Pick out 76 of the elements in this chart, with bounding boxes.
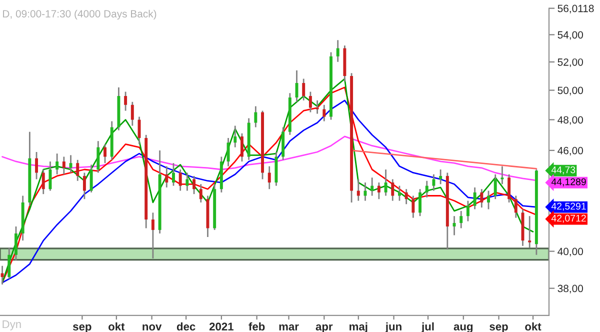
candlestick xyxy=(165,166,168,188)
text: Dyn xyxy=(2,320,21,330)
chart-title: D, 09:00-17:30 (4000 Days Back) xyxy=(3,10,156,20)
y-tick-label: 52,00 xyxy=(558,58,583,68)
candlestick xyxy=(172,162,175,186)
x-tick-label: okt xyxy=(525,322,542,331)
candlestick xyxy=(240,132,244,162)
candlestick xyxy=(308,90,312,113)
candlestick xyxy=(316,100,319,114)
candlestick xyxy=(500,166,504,185)
candlestick xyxy=(473,186,476,210)
candlestick xyxy=(62,156,66,176)
text: 44,73 xyxy=(551,166,576,174)
candlestick xyxy=(124,90,128,112)
candlestick xyxy=(336,39,340,63)
candlestick xyxy=(480,188,484,208)
data-label: 42,0712 xyxy=(551,214,586,223)
data-label: 44,1289 xyxy=(551,178,586,186)
candlestick xyxy=(418,188,422,217)
candlestick xyxy=(0,265,4,286)
candlestick xyxy=(487,190,490,210)
candlestick xyxy=(370,176,374,196)
candlestick xyxy=(384,168,388,196)
y-tick-label: 38,00 xyxy=(558,284,583,294)
candlestick xyxy=(412,195,415,218)
y-tick-label: 50,00 xyxy=(558,86,583,96)
candlestick xyxy=(322,104,326,122)
candlestick xyxy=(48,160,52,192)
candlestick xyxy=(56,152,59,176)
candlestick xyxy=(104,143,106,164)
candlestick xyxy=(199,183,202,204)
x-tick-label: 2021 xyxy=(209,322,234,331)
candlestick xyxy=(514,195,518,218)
candlestick xyxy=(494,174,497,200)
candlestick xyxy=(508,174,511,204)
candlestick xyxy=(178,168,182,192)
candlestick xyxy=(130,101,134,126)
candlestick xyxy=(377,182,380,200)
candlestick xyxy=(432,174,436,192)
candlestick xyxy=(528,215,532,248)
candlestick xyxy=(466,200,470,222)
x-tick-label: dec xyxy=(176,322,196,331)
candlestick xyxy=(254,106,258,128)
candlestick xyxy=(96,140,100,174)
x-tick-label: feb xyxy=(248,322,265,331)
candlestick xyxy=(76,159,80,182)
candlestick xyxy=(226,137,230,167)
y-tick-label: 56,0118 xyxy=(558,4,594,14)
candlestick xyxy=(391,178,394,202)
candlestick xyxy=(8,246,11,280)
candlestick xyxy=(90,164,93,194)
candlestick xyxy=(302,78,306,102)
line-series xyxy=(2,136,538,182)
candlestick xyxy=(82,172,86,200)
candlestick xyxy=(404,188,408,205)
y-tick-label: 48,00 xyxy=(558,116,583,125)
candlestick xyxy=(439,168,442,185)
candlestick xyxy=(35,151,38,180)
x-tick-label: okt xyxy=(108,322,125,331)
candlestick xyxy=(186,172,189,192)
y-tick-label: 54,00 xyxy=(558,31,583,40)
y-tick-label: 40,00 xyxy=(558,248,583,256)
y-tick-label: 46,00 xyxy=(558,146,583,156)
candlestick xyxy=(151,212,154,260)
x-tick-label: nov xyxy=(142,324,162,331)
candlestick xyxy=(356,178,360,202)
x-tick-label: mar xyxy=(279,324,299,331)
candlestick xyxy=(425,180,428,198)
candlestick xyxy=(268,166,271,190)
candlestick xyxy=(398,185,401,202)
candlestick xyxy=(14,226,18,262)
candlestick xyxy=(234,125,237,148)
data-label: 42,5291 xyxy=(551,202,586,211)
candlestick xyxy=(460,210,463,229)
candlestick xyxy=(42,168,45,195)
candlestick xyxy=(192,175,196,195)
